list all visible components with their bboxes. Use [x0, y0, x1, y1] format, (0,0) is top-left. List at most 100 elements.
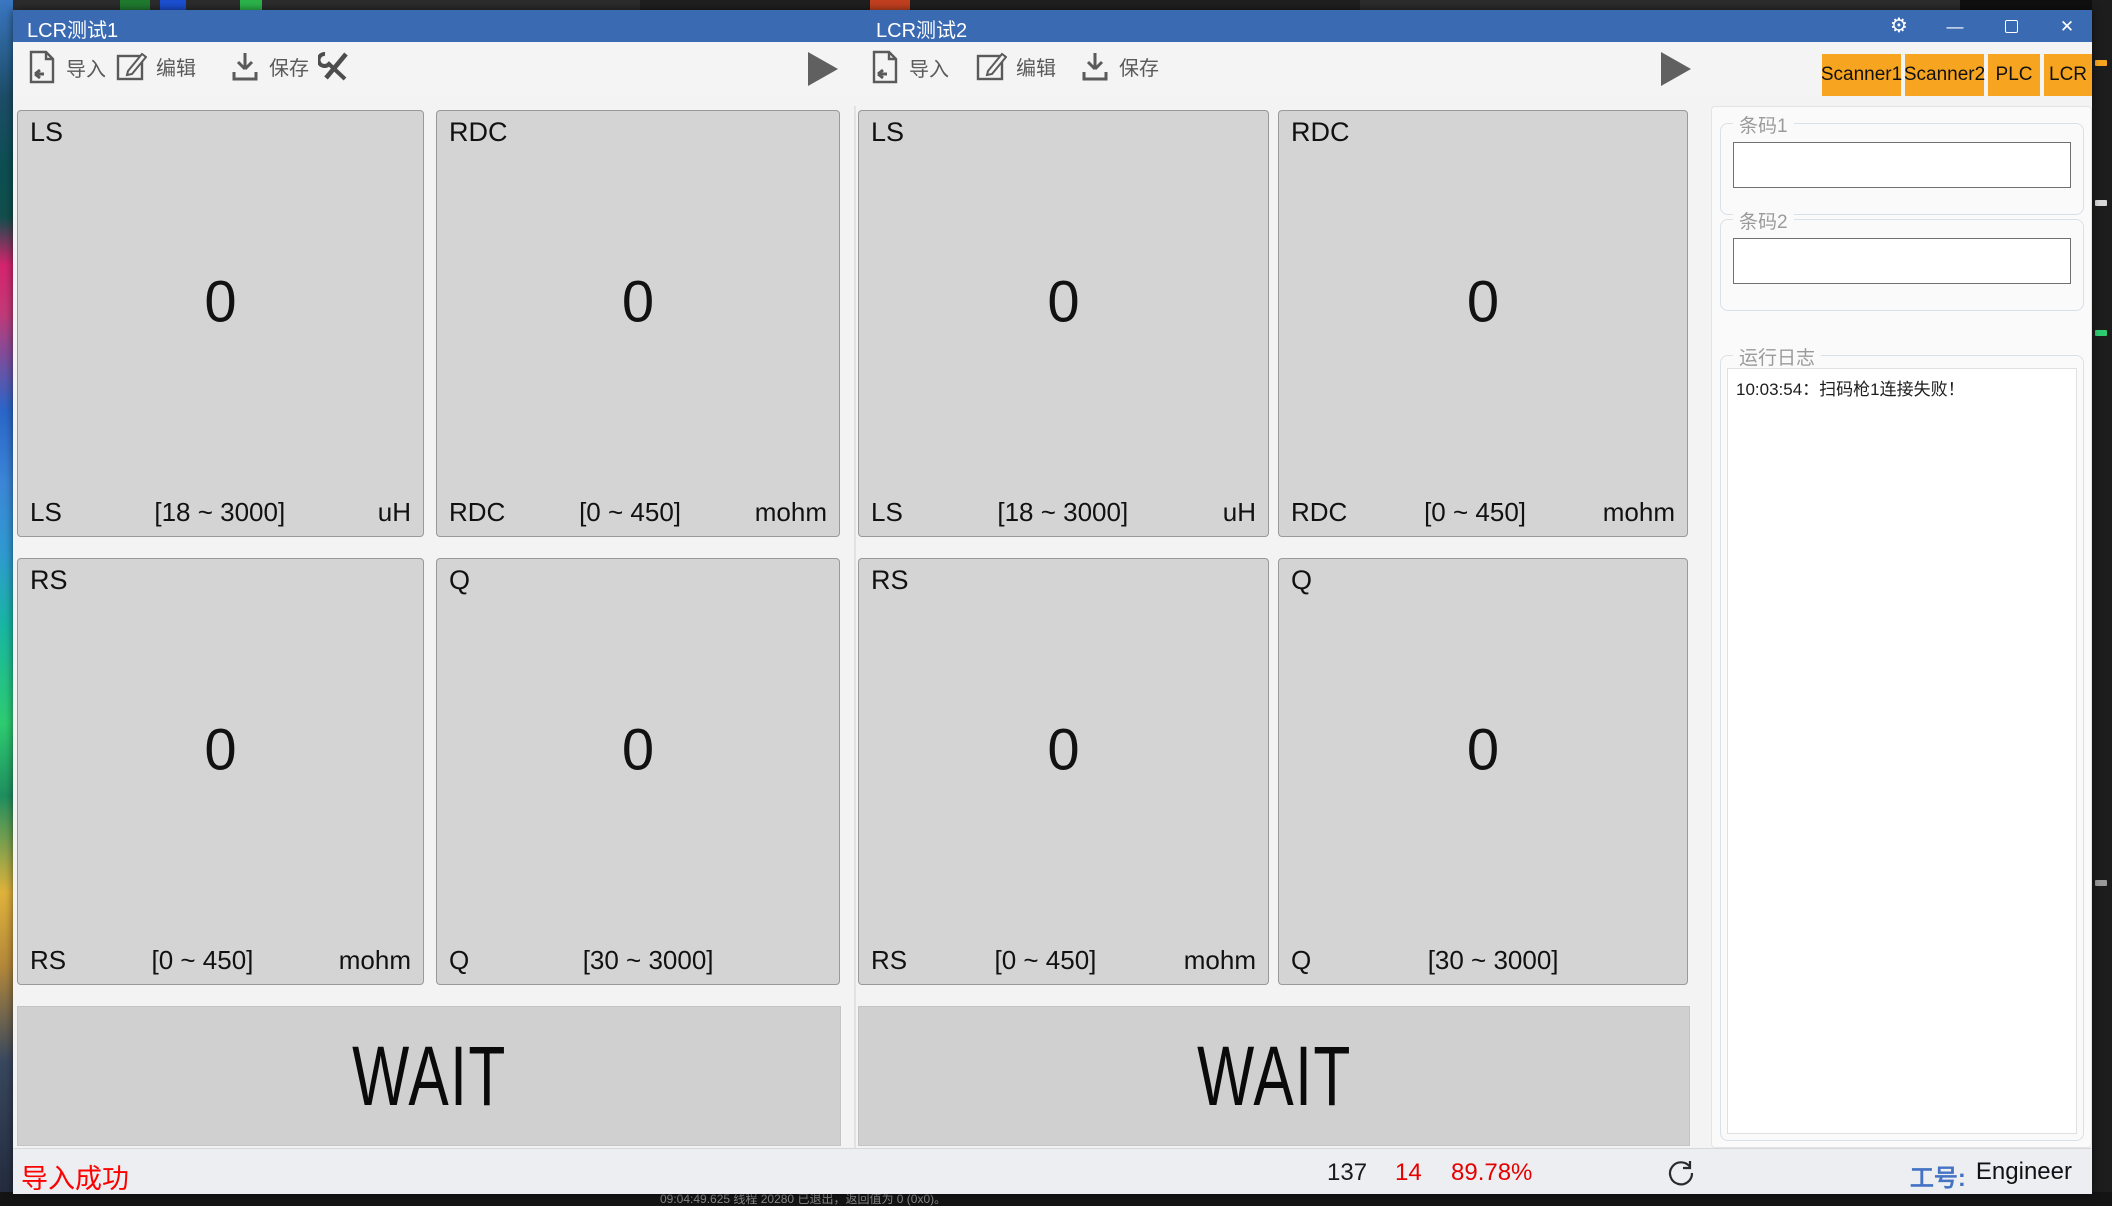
- import-icon: [29, 50, 55, 84]
- box-footer-range: [30 ~ 3000]: [582, 944, 714, 975]
- measure-box-p1-q: Q 0 Q [30 ~ 3000]: [436, 558, 840, 985]
- measure-box-p1-ls: LS 0 LS [18 ~ 3000] uH: [17, 110, 424, 537]
- box-footer-unit: mohm: [1602, 496, 1675, 527]
- window-controls: ⚙ — ✕: [1888, 10, 2078, 42]
- import-label: 导入: [909, 58, 949, 81]
- desktop-top-strip: [0, 0, 2112, 10]
- box-value: 0: [204, 717, 237, 783]
- status-message: 导入成功: [21, 1164, 129, 1194]
- box-title: Q: [1291, 565, 1313, 595]
- test-status-panel1: WAIT: [17, 1006, 841, 1146]
- import-button-panel2[interactable]: 导入: [870, 50, 949, 84]
- measure-box-p2-q: Q 0 Q [30 ~ 3000]: [1278, 558, 1688, 985]
- box-footer-name: RDC: [1291, 496, 1348, 527]
- maximize-button[interactable]: [2000, 15, 2022, 37]
- run-log-list[interactable]: 10:03:54：扫码枪1连接失败！: [1727, 368, 2077, 1134]
- run-button-panel2[interactable]: [1661, 52, 1691, 86]
- lcr-status-button[interactable]: LCR: [2044, 54, 2092, 96]
- barcode1-input[interactable]: [1733, 142, 2071, 188]
- box-title: RS: [30, 565, 68, 595]
- box-footer-unit: mohm: [1183, 944, 1256, 975]
- box-title: LS: [30, 117, 64, 147]
- barcode1-group: 条码1: [1720, 111, 2084, 215]
- refresh-button[interactable]: [1665, 1156, 1697, 1193]
- barcode2-label: 条码2: [1733, 207, 1794, 234]
- settings-gear-icon[interactable]: ⚙: [1890, 15, 1908, 37]
- barcode2-group: 条码2: [1720, 207, 2084, 311]
- barcode2-input[interactable]: [1733, 238, 2071, 284]
- box-footer: RS [0 ~ 450] mohm: [18, 944, 423, 976]
- operator-label: 工号:: [1909, 1165, 1966, 1192]
- box-value: 0: [621, 269, 655, 335]
- scanner1-status-button[interactable]: Scanner1: [1821, 54, 1902, 96]
- save-icon: [232, 53, 258, 81]
- edit-button-panel2[interactable]: 编辑: [975, 50, 1056, 82]
- box-footer-name: RDC: [449, 496, 506, 527]
- import-label: 导入: [66, 58, 106, 81]
- edit-button-panel1[interactable]: 编辑: [115, 50, 196, 82]
- import-icon: [872, 50, 898, 84]
- box-value: 0: [1466, 269, 1500, 335]
- box-title: RDC: [449, 117, 508, 147]
- box-footer: Q [30 ~ 3000]: [1279, 944, 1687, 976]
- connection-status-buttons: Scanner1 Scanner2 PLC LCR: [1821, 54, 2092, 96]
- box-footer: RS [0 ~ 450] mohm: [859, 944, 1268, 976]
- taskbar-strip: 09:04:49.625 线程 20280 已退出，返回值为 0 (0x0)。: [0, 1192, 2112, 1206]
- run-button-panel1[interactable]: [808, 52, 838, 86]
- window-title-2: LCR测试2: [876, 20, 968, 42]
- edit-label: 编辑: [1016, 57, 1056, 80]
- box-value: 0: [204, 269, 237, 335]
- box-footer-range: [18 ~ 3000]: [997, 496, 1129, 527]
- maximize-icon: [2004, 19, 2018, 33]
- lcr-test-window: LCR测试1 LCR测试2 ⚙ — ✕ 导入: [13, 10, 2092, 1194]
- operator-info: 工号: Engineer: [1910, 1158, 2072, 1193]
- count-fail: 14: [1395, 1159, 1422, 1186]
- box-footer-range: [30 ~ 3000]: [1427, 944, 1559, 975]
- box-title: RS: [871, 565, 909, 595]
- tools-wrench-icon: [318, 52, 348, 81]
- import-button-panel1[interactable]: 导入: [27, 50, 106, 84]
- box-footer-unit: uH: [377, 496, 411, 527]
- box-title: LS: [871, 117, 905, 147]
- status-bar: 导入成功 137 14 89.78% 工号: Engineer: [13, 1148, 2092, 1194]
- tools-button-panel1[interactable]: [318, 50, 352, 82]
- box-value: 0: [621, 717, 655, 783]
- box-footer-name: LS: [30, 496, 62, 527]
- measure-box-p2-rs: RS 0 RS [0 ~ 450] mohm: [858, 558, 1269, 985]
- save-label: 保存: [269, 57, 309, 80]
- debug-output-text: 09:04:49.625 线程 20280 已退出，返回值为 0 (0x0)。: [660, 1192, 947, 1206]
- box-footer-range: [0 ~ 450]: [994, 944, 1097, 975]
- status-text: WAIT: [1196, 1028, 1352, 1123]
- count-total: 137: [1327, 1159, 1368, 1186]
- toolbar: 导入 编辑 保存: [13, 42, 2092, 96]
- box-footer: RDC [0 ~ 450] mohm: [437, 496, 839, 528]
- log-entry: 10:03:54：扫码枪1连接失败！: [1736, 380, 1965, 399]
- save-button-panel2[interactable]: 保存: [1080, 50, 1159, 82]
- title-bar[interactable]: LCR测试1 LCR测试2 ⚙ — ✕: [13, 10, 2092, 42]
- run-log-group: 运行日志 10:03:54：扫码枪1连接失败！: [1720, 343, 2084, 1141]
- measure-box-p2-ls: LS 0 LS [18 ~ 3000] uH: [858, 110, 1269, 537]
- plc-status-button[interactable]: PLC: [1988, 54, 2040, 96]
- box-footer-unit: mohm: [338, 944, 411, 975]
- save-button-panel1[interactable]: 保存: [230, 50, 309, 82]
- box-footer-range: [18 ~ 3000]: [154, 496, 286, 527]
- box-footer: LS [18 ~ 3000] uH: [859, 496, 1268, 528]
- save-icon: [1082, 53, 1108, 81]
- yield-percent: 89.78%: [1451, 1159, 1533, 1186]
- measure-box-p2-rdc: RDC 0 RDC [0 ~ 450] mohm: [1278, 110, 1688, 537]
- box-footer-range: [0 ~ 450]: [151, 944, 254, 975]
- test-status-panel2: WAIT: [858, 1006, 1690, 1146]
- barcode1-label: 条码1: [1733, 111, 1794, 138]
- scanner2-status-button[interactable]: Scanner2: [1904, 54, 1985, 96]
- measure-box-p1-rs: RS 0 RS [0 ~ 450] mohm: [17, 558, 424, 985]
- window-title-1: LCR测试1: [27, 20, 119, 42]
- status-text: WAIT: [351, 1028, 507, 1123]
- box-footer-name: LS: [871, 496, 903, 527]
- box-value: 0: [1047, 269, 1080, 335]
- minimize-button[interactable]: —: [1946, 16, 1964, 36]
- measure-box-p1-rdc: RDC 0 RDC [0 ~ 450] mohm: [436, 110, 840, 537]
- close-button[interactable]: ✕: [2059, 16, 2075, 36]
- refresh-icon: [1668, 1161, 1694, 1186]
- edit-icon: [116, 52, 147, 81]
